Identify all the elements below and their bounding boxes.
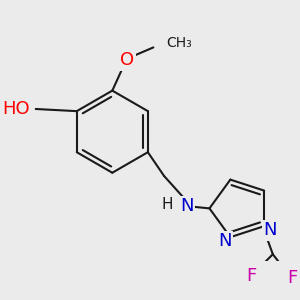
- Text: N: N: [180, 197, 194, 215]
- Text: HO: HO: [3, 100, 30, 118]
- Text: N: N: [218, 232, 232, 250]
- Text: H: H: [161, 196, 173, 211]
- Text: F: F: [246, 267, 256, 285]
- Text: O: O: [120, 51, 134, 69]
- Text: CH₃: CH₃: [166, 36, 192, 50]
- Text: F: F: [287, 269, 297, 287]
- Text: N: N: [263, 221, 276, 239]
